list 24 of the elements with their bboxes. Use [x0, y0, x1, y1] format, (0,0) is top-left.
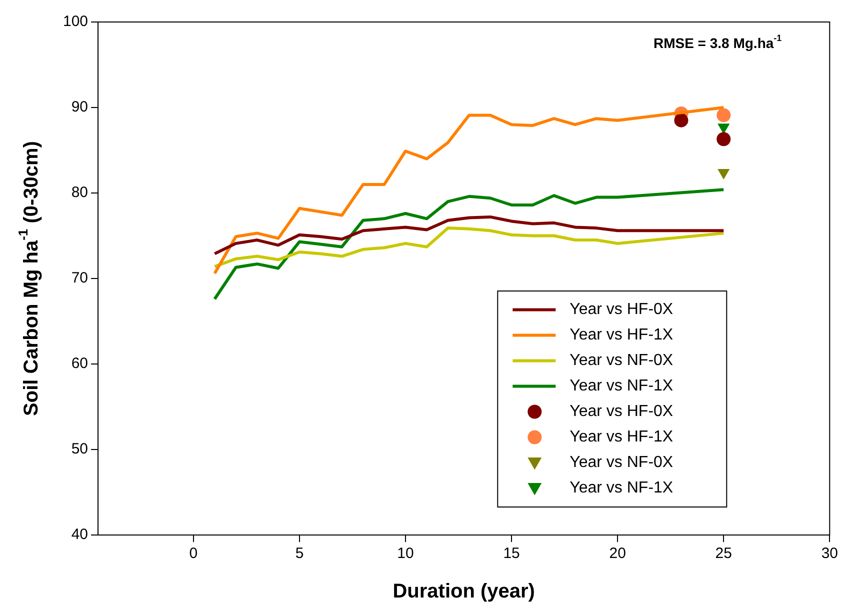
- x-tick-label: 5: [295, 545, 304, 562]
- x-tick-label: 25: [715, 545, 732, 562]
- x-tick-label: 15: [503, 545, 520, 562]
- legend-label: Year vs NF-1X: [570, 480, 674, 497]
- legend-label: Year vs HF-1X: [570, 428, 674, 446]
- y-tick-label: 60: [71, 355, 88, 372]
- legend-label: Year vs HF-1X: [570, 326, 674, 344]
- x-tick-label: 30: [821, 545, 838, 562]
- y-tick-label: 90: [71, 98, 88, 116]
- y-tick-label: 50: [71, 440, 88, 458]
- y-tick-label: 100: [62, 13, 88, 30]
- x-axis-title: Duration (year): [392, 580, 535, 603]
- y-tick-label: 40: [71, 526, 88, 544]
- legend-label: Year vs NF-0X: [570, 454, 674, 472]
- legend-label: Year vs NF-1X: [570, 378, 674, 395]
- legend-label: Year vs HF-0X: [570, 301, 674, 318]
- legend-label: Year vs NF-0X: [570, 352, 674, 370]
- y-axis-title: Soil Carbon Mg ha-1 (0-30cm): [16, 141, 43, 416]
- x-tick-label: 0: [189, 545, 198, 562]
- y-tick-label: 80: [71, 184, 88, 202]
- x-tick-label: 10: [397, 545, 414, 562]
- x-tick-label: 20: [609, 545, 626, 562]
- y-tick-label: 70: [71, 270, 88, 287]
- legend-label: Year vs HF-0X: [570, 403, 674, 420]
